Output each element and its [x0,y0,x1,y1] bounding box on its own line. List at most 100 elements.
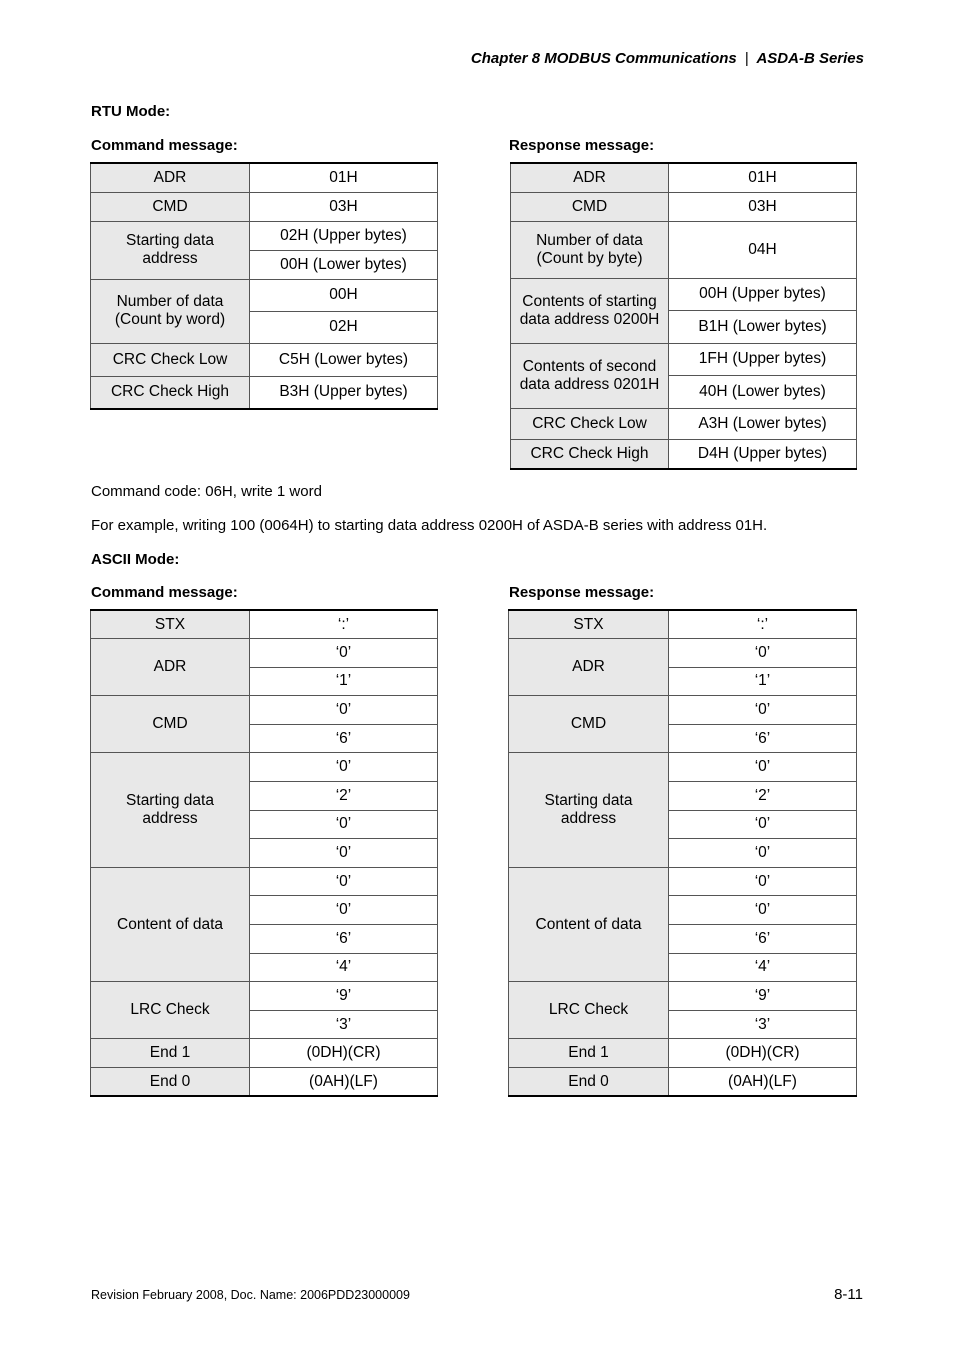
field-label: CMD [510,191,669,222]
field-value: 02H (Upper bytes) [249,220,438,251]
table-row: Number of data (Count by byte) 04H [510,220,857,279]
table-row: ‘2’ [91,781,438,811]
table-row: Contents of starting data address 0200H 0… [510,277,857,344]
table-row: 02H [91,310,438,344]
table-row: ‘3’ [91,1009,438,1040]
field-label: LRC Check [508,981,669,1040]
field-value: ‘0’ [668,895,857,926]
field-value: ‘6’ [249,924,438,954]
ascii-mode-heading: ASCII Mode: [91,551,180,568]
page-header: Chapter 8 MODBUS Communications | ASDA-B… [470,50,864,67]
field-value: ‘0’ [668,866,857,897]
field-label: Number of data (Count by word) [90,278,250,344]
field-label: Starting data address [90,752,250,868]
field-label: ADR [90,162,250,193]
field-value: ‘2’ [249,781,438,811]
field-value: ‘0’ [668,809,857,840]
field-value: B1H (Lower bytes) [668,309,857,344]
field-value: 04H [668,220,857,279]
table-row: 40H (Lower bytes) [511,374,857,409]
field-value: ‘3’ [668,1009,857,1040]
table-row: Starting data address ‘0’ [90,752,438,868]
field-label: Content of data [508,866,669,983]
example-text: For example, writing 100 (0064H) to star… [91,517,768,534]
table-row: End 0 (0AH)(LF) [508,1067,857,1097]
field-value: ‘0’ [249,638,438,668]
page-number: 8-11 [834,1286,863,1303]
field-value: ‘0’ [249,695,438,725]
field-value: ‘6’ [668,723,857,754]
table-row: ‘4’ [509,952,857,983]
field-label: Number of data (Count by byte) [510,220,669,279]
field-value: 00H (Upper bytes) [668,277,857,311]
field-label: Starting data address [508,752,669,868]
table-row: ADR ‘0’ [508,638,857,697]
field-value: A3H (Lower bytes) [668,407,857,440]
field-label: Contents of second data address 0201H [510,342,669,409]
table-row: STX ‘:’ [90,609,438,640]
field-value: ‘1’ [668,666,857,697]
table-row: Number of data (Count by word) 00H [90,278,438,344]
field-label: CRC Check Low [510,407,669,440]
field-value: 00H [249,278,438,312]
field-value: 03H [668,191,857,222]
table-row: CMD 03H [90,191,438,222]
table-row: CRC Check High D4H (Upper bytes) [510,438,857,470]
table-row: ‘1’ [91,666,438,697]
table-row: Content of data ‘0’ [90,866,438,983]
table-row: ADR 01H [510,162,857,193]
field-value: ‘0’ [668,838,857,868]
table-row: ‘6’ [91,924,438,954]
field-value: ‘0’ [249,866,438,897]
table-row: Contents of second data address 0201H 1FH… [510,342,857,409]
field-label: STX [90,609,250,640]
table-row: End 0 (0AH)(LF) [90,1067,438,1097]
field-label: End 1 [90,1038,250,1068]
rtu-response-heading: Response message: [509,137,655,154]
field-value: ‘0’ [668,638,857,668]
table-row: Starting data address 02H (Upper bytes) [90,220,438,280]
table-row: ‘6’ [509,723,857,754]
field-value: ‘6’ [668,924,857,954]
field-value: (0DH)(CR) [249,1038,438,1068]
field-value: 00H (Lower bytes) [249,249,438,280]
field-label: End 1 [508,1038,669,1068]
table-row: CMD ‘0’ [90,695,438,754]
field-value: B3H (Upper bytes) [249,375,438,410]
field-value: ‘4’ [668,952,857,983]
field-label: End 0 [90,1067,250,1097]
rtu-command-heading: Command message: [91,137,238,154]
field-value: (0AH)(LF) [668,1067,857,1097]
field-value: C5H (Lower bytes) [249,342,438,377]
table-row: STX ‘:’ [508,609,857,640]
field-value: ‘0’ [668,695,857,725]
command-code-text: Command code: 06H, write 1 word [91,483,322,500]
rtu-command-table: ADR 01H CMD 03H Starting data address 02H (Up… [90,162,438,410]
chapter-title: Chapter 8 MODBUS Communications [470,50,737,67]
table-row: CRC Check Low A3H (Lower bytes) [510,407,857,440]
field-value: ‘1’ [249,666,438,697]
field-value: ‘4’ [249,952,438,983]
table-row: ADR 01H [90,162,438,193]
table-row: ‘0’ [91,809,438,840]
field-value: 01H [668,162,857,193]
field-label: CRC Check High [90,375,250,410]
ascii-command-table: STX ‘:’ ADR ‘0’ ‘1’ CMD ‘0’ ‘6’ Starting data ad… [90,609,438,1098]
field-value: ‘0’ [249,809,438,840]
table-row: LRC Check ‘9’ [508,981,857,1040]
field-value: ‘9’ [249,981,438,1011]
field-value: 40H (Lower bytes) [668,374,857,409]
table-row: ‘0’ [509,809,857,840]
field-label: ADR [510,162,669,193]
field-value: ‘6’ [249,723,438,754]
ascii-response-heading: Response message: [509,584,655,601]
field-value: ‘:’ [249,609,438,640]
table-row: LRC Check ‘9’ [90,981,438,1040]
field-value: (0DH)(CR) [668,1038,857,1068]
field-value: 1FH (Upper bytes) [668,342,857,376]
table-row: ‘6’ [509,924,857,954]
field-value: 01H [249,162,438,193]
table-row: End 1 (0DH)(CR) [508,1038,857,1068]
field-label: CRC Check High [510,438,669,470]
